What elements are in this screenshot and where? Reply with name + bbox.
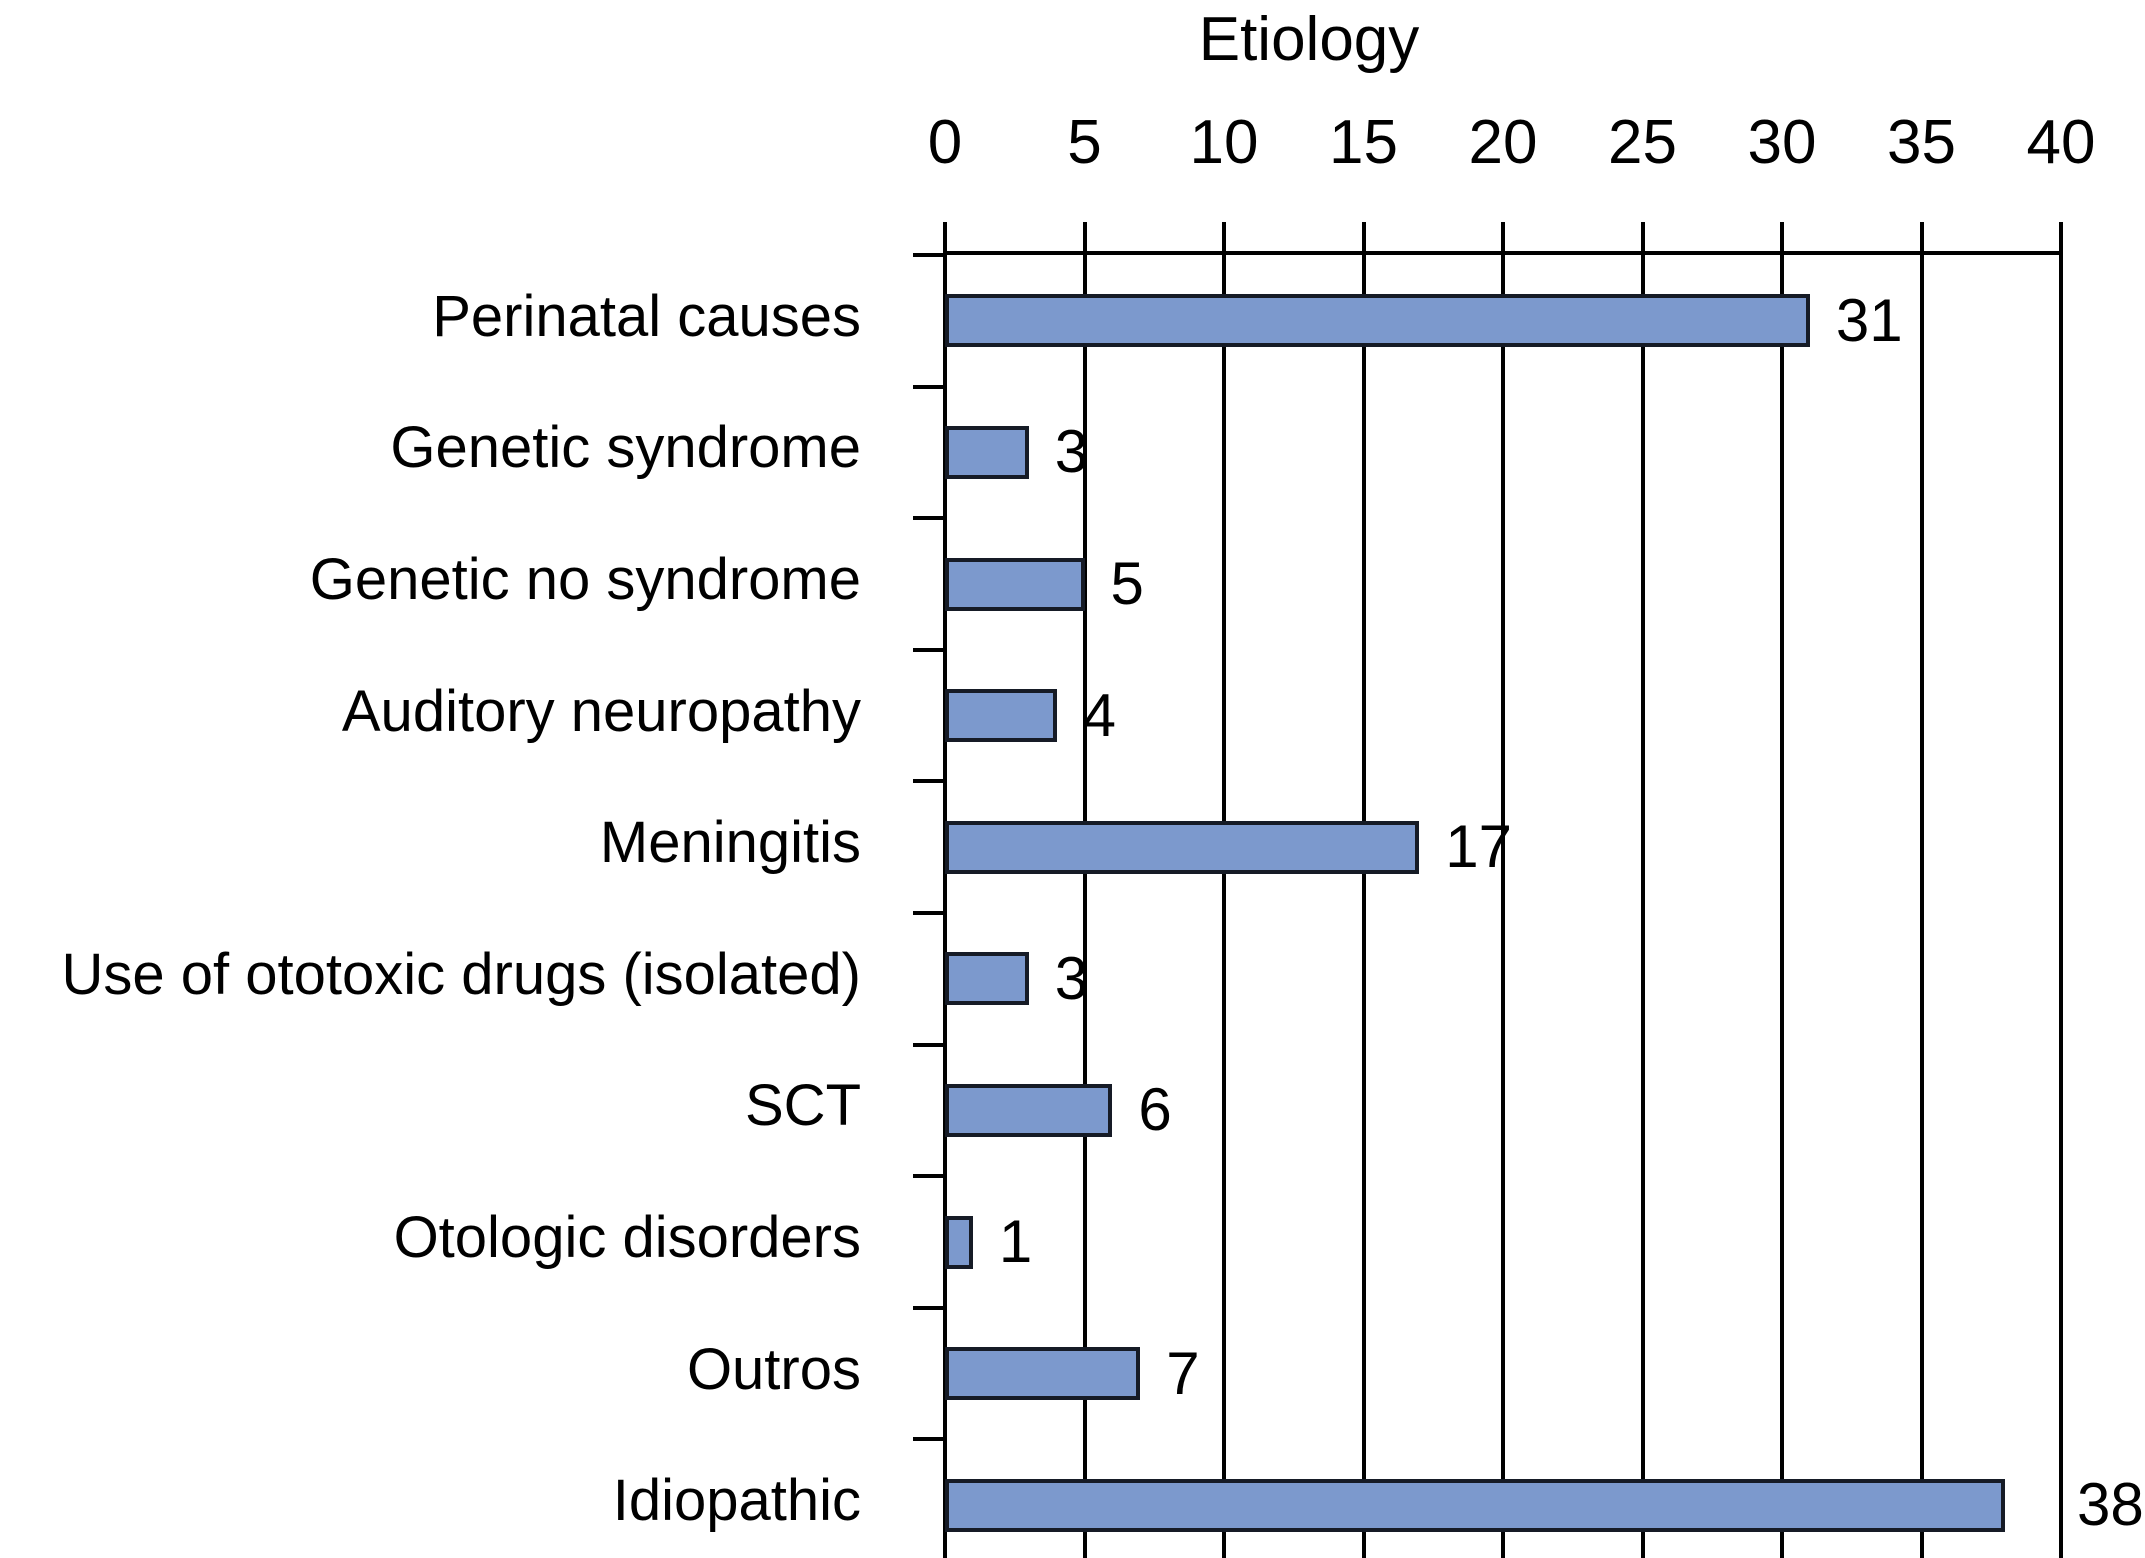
- x-tick-label: 25: [1608, 108, 1677, 177]
- bar: [945, 952, 1029, 1006]
- value-label: 4: [1082, 681, 1116, 749]
- category-label: Genetic syndrome: [390, 415, 861, 481]
- y-axis-tick: [913, 1437, 945, 1442]
- gridline: [1222, 255, 1226, 1558]
- category-label: SCT: [745, 1073, 861, 1139]
- x-tick-label: 30: [1747, 108, 1817, 177]
- x-tick-label: 15: [1329, 108, 1398, 177]
- category-label: Outros: [686, 1336, 861, 1402]
- gridline: [1640, 255, 1645, 1558]
- x-tick-label: 20: [1468, 108, 1538, 177]
- bar: [945, 557, 1085, 611]
- x-axis-tick: [1501, 222, 1505, 255]
- category-label: Meningitis: [599, 810, 861, 876]
- y-axis-tick: [913, 1174, 945, 1179]
- gridline: [1082, 255, 1087, 1558]
- bar: [945, 1478, 2006, 1532]
- bar: [945, 1215, 973, 1269]
- x-axis-tick: [2059, 222, 2063, 255]
- chart-title: Etiology: [1198, 5, 1420, 74]
- x-tick-label: 0: [927, 108, 963, 177]
- x-tick-label: 5: [1067, 108, 1102, 177]
- value-label: 17: [1445, 813, 1513, 881]
- y-axis-tick: [913, 911, 945, 915]
- value-label: 7: [1166, 1339, 1200, 1407]
- bar: [945, 689, 1057, 743]
- x-axis-tick: [1082, 222, 1087, 255]
- category-label: Auditory neuropathy: [341, 678, 861, 744]
- gridline: [1501, 255, 1505, 1558]
- category-label: Idiopathic: [612, 1468, 861, 1534]
- gridline: [943, 255, 947, 1558]
- value-label: 5: [1110, 550, 1144, 617]
- x-axis-tick: [1780, 222, 1784, 255]
- x-tick-label: 35: [1887, 108, 1956, 177]
- value-label: 1: [998, 1208, 1033, 1275]
- category-label: Otologic disorders: [393, 1205, 861, 1270]
- gridline: [1361, 255, 1366, 1558]
- value-label: 38: [2077, 1471, 2144, 1539]
- y-axis-tick: [913, 384, 945, 389]
- gridline: [2059, 255, 2063, 1558]
- value-label: 6: [1138, 1076, 1172, 1144]
- value-label: 3: [1054, 418, 1089, 486]
- bar: [945, 1347, 1141, 1401]
- y-axis-tick: [913, 1305, 945, 1310]
- x-tick-label: 10: [1189, 108, 1259, 177]
- y-axis-tick: [913, 253, 945, 257]
- x-axis-tick: [1640, 222, 1645, 255]
- category-label: Use of ototoxic drugs (isolated): [61, 941, 861, 1007]
- x-axis-tick: [943, 222, 947, 255]
- category-label: Genetic no syndrome: [309, 547, 861, 612]
- y-axis-tick: [913, 779, 945, 784]
- x-axis-tick: [1222, 222, 1226, 255]
- value-label: 31: [1835, 286, 1903, 354]
- x-axis-tick: [1361, 222, 1366, 255]
- y-axis-tick: [913, 1042, 945, 1047]
- category-label: Perinatal causes: [432, 283, 861, 349]
- y-axis-tick: [913, 516, 945, 521]
- bar: [945, 820, 1420, 874]
- bar: [945, 425, 1029, 479]
- x-axis-tick: [1919, 222, 1924, 255]
- plot-area: 31 3 5 4 17 3 6 1 7 38: [913, 222, 2144, 1558]
- y-axis-tick: [913, 647, 945, 652]
- bar: [945, 294, 1810, 348]
- gridline: [1919, 255, 1924, 1558]
- bar: [945, 1083, 1113, 1137]
- value-label: 3: [1054, 944, 1089, 1012]
- x-tick-label: 40: [2026, 108, 2096, 177]
- gridline: [1780, 255, 1784, 1558]
